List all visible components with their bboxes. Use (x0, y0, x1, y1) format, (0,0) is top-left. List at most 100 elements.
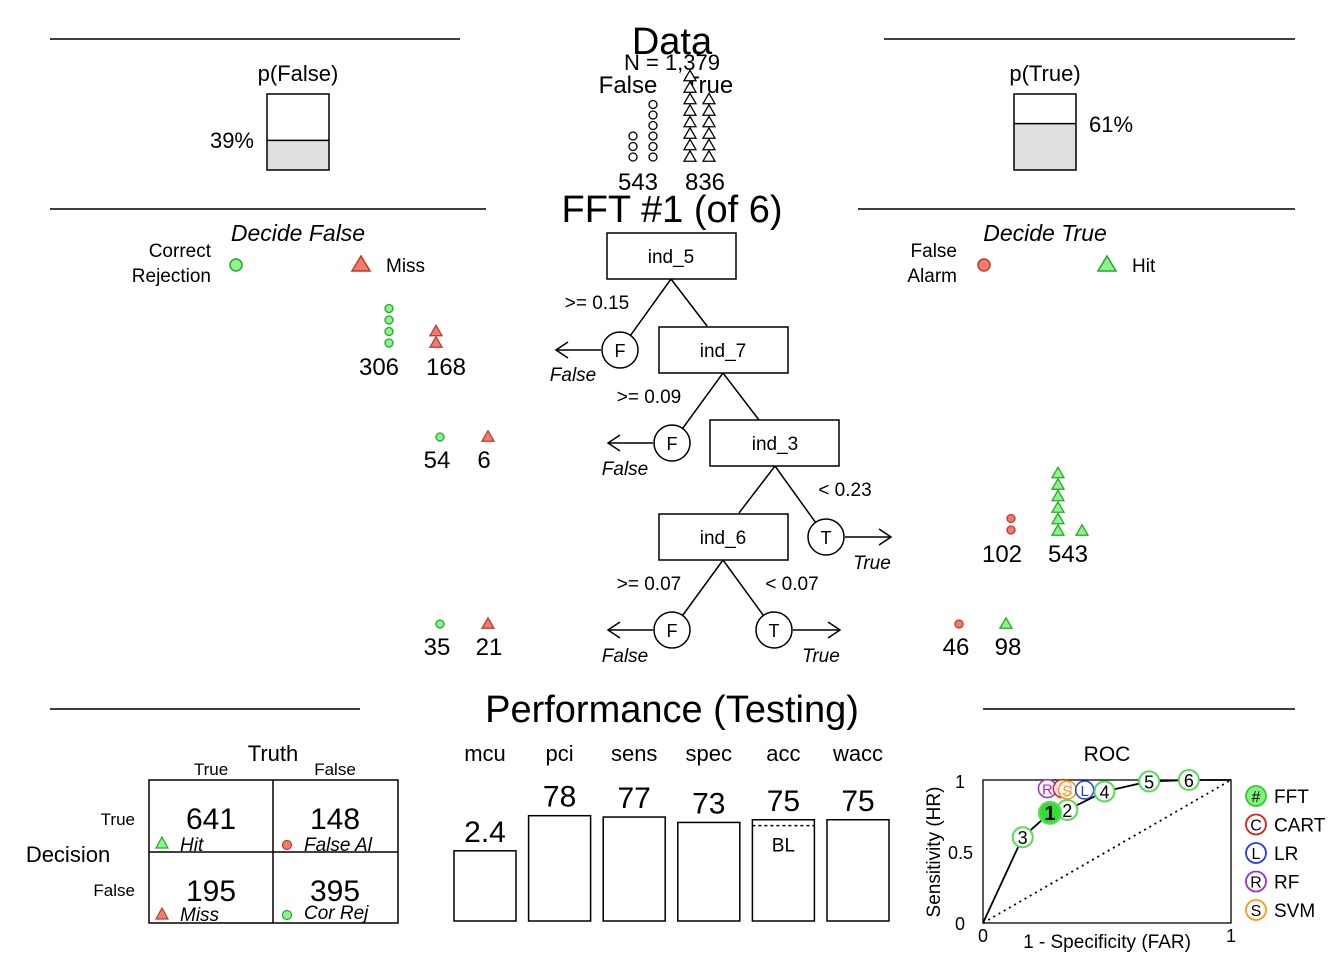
roc-legend-symbol: C (1250, 818, 1262, 835)
roc-xlabel: 1 - Specificity (FAR) (1023, 932, 1191, 953)
exit-node-label: T (821, 528, 832, 548)
false-case-icon (648, 99, 658, 110)
roc-frame (982, 779, 1232, 924)
roc-legend-marker (1245, 785, 1267, 807)
legend-fa-line2: Alarm (907, 266, 957, 287)
level-3-fa-count: 102 (982, 541, 1022, 568)
roc-fft-label: 6 (1184, 771, 1194, 791)
data-count-false: 543 (618, 169, 658, 196)
roc-model-points: RCSL (1037, 778, 1095, 800)
level-4-cr-count: 35 (424, 634, 451, 661)
level-4-cr-icons (435, 619, 445, 629)
roc-x-tick: 0 (978, 926, 988, 946)
matrix-truth-label: Truth (248, 741, 299, 766)
matrix-cr-label: Cor Rej (304, 903, 369, 924)
data-false-icons (628, 99, 658, 162)
false-alarm-icon (954, 619, 964, 629)
performance-section: Performance (Testing) Truth True False T… (26, 689, 1326, 953)
hit-icon (1096, 254, 1118, 272)
data-title: Data (632, 21, 713, 63)
roc-fft-label: 2 (1062, 801, 1072, 821)
level-4-fa-icons (954, 619, 964, 629)
legend-miss: Miss (386, 256, 425, 277)
miss-icon (428, 323, 444, 337)
matrix-hit-value: 641 (186, 803, 236, 836)
performance-title: Performance (Testing) (485, 689, 859, 731)
true-case-icon (682, 103, 698, 116)
bar-value: 77 (618, 782, 651, 815)
level-2-cr-icons (435, 432, 445, 442)
level-4-hit-icons (998, 616, 1014, 629)
matrix-row-true: True (101, 810, 135, 829)
true-case-icon (682, 80, 698, 93)
roc-fft-label: 1 (1044, 803, 1055, 825)
level-1-cr-count: 306 (359, 354, 399, 381)
level-3-hit-count: 543 (1048, 541, 1088, 568)
level-3-hit-icons (1050, 465, 1090, 536)
performance-bar (826, 819, 890, 922)
false-alarm-icon (977, 258, 991, 272)
hit-icon (1050, 500, 1066, 513)
roc-legend-symbol: L (1252, 846, 1261, 863)
hit-icon (1050, 511, 1066, 525)
true-case-icon (682, 149, 698, 162)
roc-legend-label: RF (1274, 873, 1299, 894)
data-count-true: 836 (685, 169, 725, 196)
false-case-icon (648, 120, 658, 131)
roc-fft-label: 4 (1100, 782, 1110, 802)
roc-legend-marker (1245, 842, 1267, 864)
true-case-icon (701, 137, 717, 151)
data-section: Data N = 1,379 False True 543 836 p(Fals… (50, 21, 1295, 196)
roc-model-label: R (1042, 782, 1053, 799)
true-case-icon (701, 126, 717, 139)
bar-name: pci (546, 741, 574, 766)
level-2-cr-count: 54 (424, 447, 451, 474)
branch-label: < 0.23 (818, 480, 871, 501)
roc-legend-label: FFT (1274, 787, 1309, 808)
false-case-icon (648, 141, 658, 152)
matrix-miss-label: Miss (180, 905, 220, 926)
branch-line (738, 465, 776, 514)
true-case-icon (682, 126, 698, 139)
true-case-icon (682, 91, 698, 105)
hit-icon (154, 835, 170, 849)
n-label: N = 1,379 (624, 50, 720, 75)
legend-fa-line1: False (911, 241, 957, 262)
decide-false-heading: Decide False (231, 220, 365, 246)
correct-rejection-icon (435, 432, 445, 442)
miss-icon (428, 335, 444, 348)
legend-cr-line2: Rejection (132, 266, 211, 287)
decide-true-heading: Decide True (983, 220, 1107, 246)
hit-icon (1050, 465, 1066, 479)
node-ind-3-label: ind_3 (752, 434, 799, 455)
exit-arrow-head (554, 341, 569, 359)
correct-rejection-icon (384, 326, 394, 337)
level-4-fa-count: 46 (943, 634, 970, 661)
correct-rejection-icon (435, 619, 445, 629)
node-ind-5-label: ind_5 (648, 247, 695, 268)
level-1-miss-icons (428, 323, 444, 348)
legend-cr-line1: Correct (149, 241, 212, 262)
p-false-value: 39% (210, 128, 254, 153)
bar-name: sens (611, 741, 657, 766)
node-ind-5 (606, 232, 737, 280)
bar-name: mcu (464, 741, 506, 766)
performance-bar (453, 850, 517, 922)
tree-section: FFT #1 (of 6) Decide False Decide True C… (50, 189, 1295, 667)
bar-value: 78 (543, 781, 576, 814)
branch-line (722, 372, 760, 421)
false-case-icon (648, 110, 658, 120)
true-case-icon (682, 114, 698, 128)
level-2-miss-icons (480, 429, 496, 442)
exit-node-false (653, 424, 691, 462)
true-case-icon (701, 114, 717, 128)
roc-legend: # FFT C CART L LR R RF S SVM (1245, 785, 1326, 922)
hit-icon (1050, 477, 1066, 490)
p-true-label: p(True) (1009, 61, 1080, 86)
true-case-icon (682, 137, 698, 151)
false-case-icon (648, 152, 658, 162)
performance-bars: mcu 2.4 pci 78 sens 77 spec 73 acc 75 BL wacc 75 (453, 741, 890, 922)
exit-node-label: F (667, 434, 678, 454)
miss-icon (350, 254, 372, 272)
